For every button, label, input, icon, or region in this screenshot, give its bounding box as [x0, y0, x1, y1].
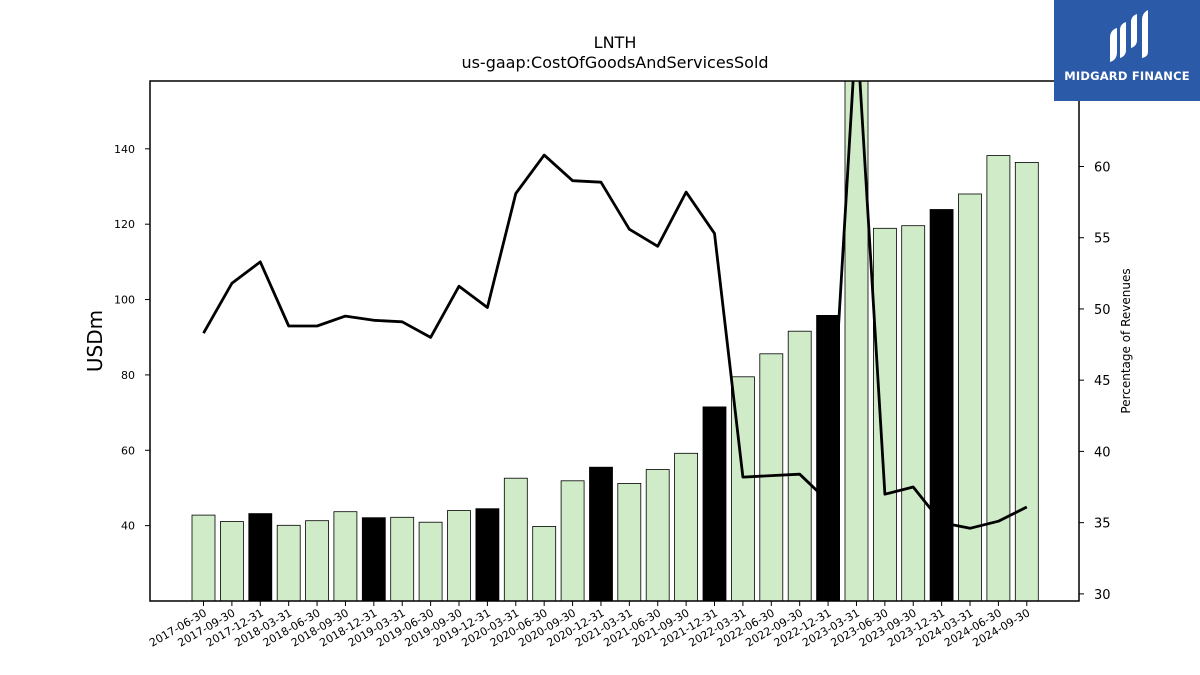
y2-tick-label: 35 — [1094, 517, 1111, 532]
bar-2020-03-31 — [503, 477, 528, 602]
bar-2024-09-30 — [1014, 161, 1039, 602]
y-tick-label: 100 — [114, 294, 135, 307]
bar-2018-09-30 — [333, 511, 358, 602]
bar-2019-03-31 — [390, 516, 415, 602]
bar-2019-09-30 — [447, 510, 471, 602]
y-tick-label: 60 — [121, 444, 135, 457]
midgard-logo-icon — [1110, 10, 1148, 62]
bar-2019-12-31 — [475, 508, 500, 602]
bar-2017-06-30 — [191, 514, 216, 602]
y2-axis-label: Percentage of Revenues — [1119, 268, 1133, 413]
bar-2020-09-30 — [560, 480, 585, 602]
bar-2018-12-31 — [361, 517, 386, 602]
bar-2017-09-30 — [219, 521, 244, 602]
plot-frame — [149, 80, 1080, 602]
y2-tick-label: 45 — [1094, 374, 1111, 389]
percentage-of-revenues-line — [202, 81, 1028, 530]
y2-tick-label: 60 — [1094, 160, 1111, 175]
chart-title: LNTH — [594, 33, 637, 52]
midgard-finance-logo: MIDGARD FINANCE — [1054, 0, 1200, 101]
bar-2017-12-31 — [248, 513, 273, 602]
bar-2021-12-31 — [702, 406, 727, 602]
bar-2018-06-30 — [305, 520, 330, 602]
bar-2022-09-30 — [787, 330, 812, 602]
y-tick-label: 140 — [114, 143, 135, 156]
y2-tick-label: 50 — [1094, 303, 1111, 318]
bar-2020-06-30 — [532, 526, 557, 602]
bar-2021-09-30 — [674, 452, 698, 602]
bar-2024-06-30 — [986, 155, 1011, 602]
y-tick-label: 120 — [114, 218, 135, 231]
y-axis-label: USDm — [83, 310, 107, 372]
y2-tick-label: 30 — [1094, 588, 1111, 603]
bar-2021-03-31 — [617, 482, 642, 602]
logo-text: MIDGARD FINANCE — [1064, 69, 1190, 83]
bar-2023-09-30 — [901, 225, 926, 602]
bar-2024-03-31 — [958, 193, 982, 602]
bar-2021-06-30 — [645, 469, 670, 602]
y-tick-label: 40 — [121, 520, 135, 533]
bar-2018-03-31 — [276, 524, 301, 602]
bar-2023-06-30 — [873, 227, 897, 602]
y2-tick-label: 40 — [1094, 445, 1111, 460]
y2-tick-label: 55 — [1094, 232, 1111, 247]
bar-2023-12-31 — [929, 209, 954, 602]
bar-2019-06-30 — [418, 521, 443, 602]
bar-2020-12-31 — [589, 466, 613, 602]
chart-subtitle: us-gaap:CostOfGoodsAndServicesSold — [461, 53, 768, 72]
y-tick-label: 80 — [121, 369, 135, 382]
